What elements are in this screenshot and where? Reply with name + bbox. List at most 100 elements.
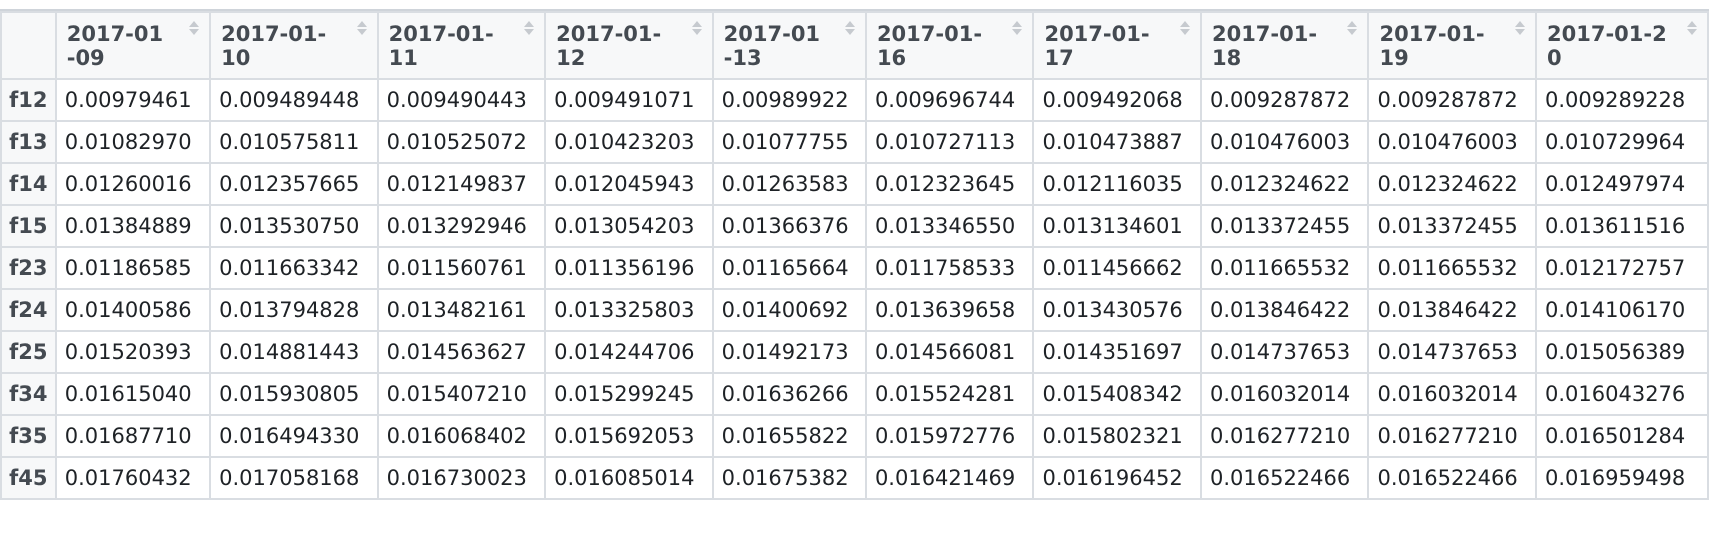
table-row: f25 0.01520393 0.014881443 0.014563627 0.014… [0, 330, 1709, 374]
table-row: f14 0.01260016 0.012357665 0.012149837 0.012… [0, 162, 1709, 206]
sort-ascending-icon [691, 21, 702, 27]
table-row: f13 0.01082970 0.010575811 0.010525072 0.010… [0, 120, 1709, 164]
table-cell: 0.01655822 [711, 414, 867, 458]
table-cell: 0.012324622 [1367, 162, 1537, 206]
table-cell: 0.016032014 [1367, 372, 1537, 416]
sort-icon[interactable] [1515, 21, 1525, 35]
table-cell: 0.01077755 [711, 120, 867, 164]
table-cell: 0.009489448 [209, 78, 379, 122]
sort-icon[interactable] [1179, 21, 1190, 35]
sort-ascending-icon [1347, 21, 1358, 27]
table-cell: 0.013346550 [864, 204, 1035, 248]
row-header: f14 [0, 162, 57, 206]
table-cell: 0.016085014 [544, 456, 714, 500]
table-cell: 0.016959498 [1535, 456, 1709, 500]
sort-ascending-icon [356, 21, 367, 27]
table-cell: 0.013611516 [1535, 204, 1709, 248]
sort-descending-icon [1515, 29, 1525, 35]
table-cell: 0.01400692 [711, 288, 867, 332]
table-cell: 0.015930805 [209, 372, 379, 416]
table-cell: 0.010476003 [1367, 120, 1537, 164]
row-header: f34 [0, 372, 57, 416]
column-header-3[interactable]: 2017-01-12 [544, 11, 714, 80]
row-header: f23 [0, 246, 57, 290]
table-body: f12 0.00979461 0.009489448 0.009490443 0.009… [0, 78, 1709, 500]
column-header-label: 2017-01-13 [723, 21, 821, 70]
table-cell: 0.012172757 [1535, 246, 1709, 290]
table-cell: 0.014737653 [1367, 330, 1537, 374]
sort-ascending-icon [1515, 21, 1525, 27]
table-row: f35 0.01687710 0.016494330 0.016068402 0.015… [0, 414, 1709, 458]
table-cell: 0.01165664 [711, 246, 867, 290]
column-header-label: 2017-01-16 [876, 21, 983, 70]
sort-ascending-icon [524, 21, 535, 27]
table-cell: 0.014563627 [376, 330, 547, 374]
sort-descending-icon [1347, 29, 1358, 35]
table-row: f23 0.01186585 0.011663342 0.011560761 0.011… [0, 246, 1709, 290]
table-cell: 0.015524281 [864, 372, 1035, 416]
column-header-2[interactable]: 2017-01-11 [376, 11, 547, 80]
table-cell: 0.012045943 [544, 162, 714, 206]
table-cell: 0.011758533 [864, 246, 1035, 290]
table-row: f15 0.01384889 0.013530750 0.013292946 0.013… [0, 204, 1709, 248]
sort-descending-icon [844, 29, 855, 35]
sort-icon[interactable] [1347, 21, 1358, 35]
row-header: f25 [0, 330, 57, 374]
table-cell: 0.012357665 [209, 162, 379, 206]
sort-icon[interactable] [356, 21, 367, 35]
sort-icon[interactable] [691, 21, 702, 35]
row-header: f24 [0, 288, 57, 332]
table-cell: 0.014351697 [1032, 330, 1202, 374]
column-header-1[interactable]: 2017-01-10 [209, 11, 379, 80]
column-header-4[interactable]: 2017-01-13 [711, 11, 867, 80]
table-cell: 0.012116035 [1032, 162, 1202, 206]
table-cell: 0.016277210 [1367, 414, 1537, 458]
table-cell: 0.012324622 [1199, 162, 1370, 206]
table-cell: 0.013372455 [1367, 204, 1537, 248]
table-row: f45 0.01760432 0.017058168 0.016730023 0.016… [0, 456, 1709, 500]
table-cell: 0.011665532 [1199, 246, 1370, 290]
column-header-label: 2017-01-17 [1044, 21, 1150, 70]
table-cell: 0.01687710 [54, 414, 212, 458]
table-cell: 0.016196452 [1032, 456, 1202, 500]
table-cell: 0.015802321 [1032, 414, 1202, 458]
sort-icon[interactable] [1012, 21, 1023, 35]
table-cell: 0.013482161 [376, 288, 547, 332]
column-header-5[interactable]: 2017-01-16 [864, 11, 1035, 80]
table-cell: 0.010525072 [376, 120, 547, 164]
table-cell: 0.011663342 [209, 246, 379, 290]
column-header-8[interactable]: 2017-01-19 [1367, 11, 1537, 80]
table-cell: 0.00989922 [711, 78, 867, 122]
table-cell: 0.015408342 [1032, 372, 1202, 416]
table-cell: 0.017058168 [209, 456, 379, 500]
sort-ascending-icon [189, 21, 200, 27]
table-cell: 0.013639658 [864, 288, 1035, 332]
column-header-7[interactable]: 2017-01-18 [1199, 11, 1370, 80]
table-cell: 0.015299245 [544, 372, 714, 416]
corner-header-cell [0, 11, 57, 80]
sort-icon[interactable] [524, 21, 535, 35]
sort-icon[interactable] [1687, 21, 1697, 35]
column-header-0[interactable]: 2017-01-09 [54, 11, 212, 80]
row-header: f13 [0, 120, 57, 164]
column-header-6[interactable]: 2017-01-17 [1032, 11, 1202, 80]
sort-descending-icon [189, 29, 200, 35]
table-cell: 0.009287872 [1367, 78, 1537, 122]
column-header-label: 2017-01-12 [556, 21, 662, 70]
table-cell: 0.009287872 [1199, 78, 1370, 122]
sort-ascending-icon [844, 21, 855, 27]
table-cell: 0.01263583 [711, 162, 867, 206]
column-header-9[interactable]: 2017-01-20 [1535, 11, 1709, 80]
table-cell: 0.01520393 [54, 330, 212, 374]
sort-icon[interactable] [189, 21, 200, 35]
sort-descending-icon [356, 29, 367, 35]
table-cell: 0.010476003 [1199, 120, 1370, 164]
table-cell: 0.011456662 [1032, 246, 1202, 290]
column-header-label: 2017-01-20 [1547, 21, 1667, 70]
table-cell: 0.015407210 [376, 372, 547, 416]
sort-icon[interactable] [844, 21, 855, 35]
table-cell: 0.010727113 [864, 120, 1035, 164]
table-cell: 0.013846422 [1367, 288, 1537, 332]
table-cell: 0.013430576 [1032, 288, 1202, 332]
table-cell: 0.01760432 [54, 456, 212, 500]
